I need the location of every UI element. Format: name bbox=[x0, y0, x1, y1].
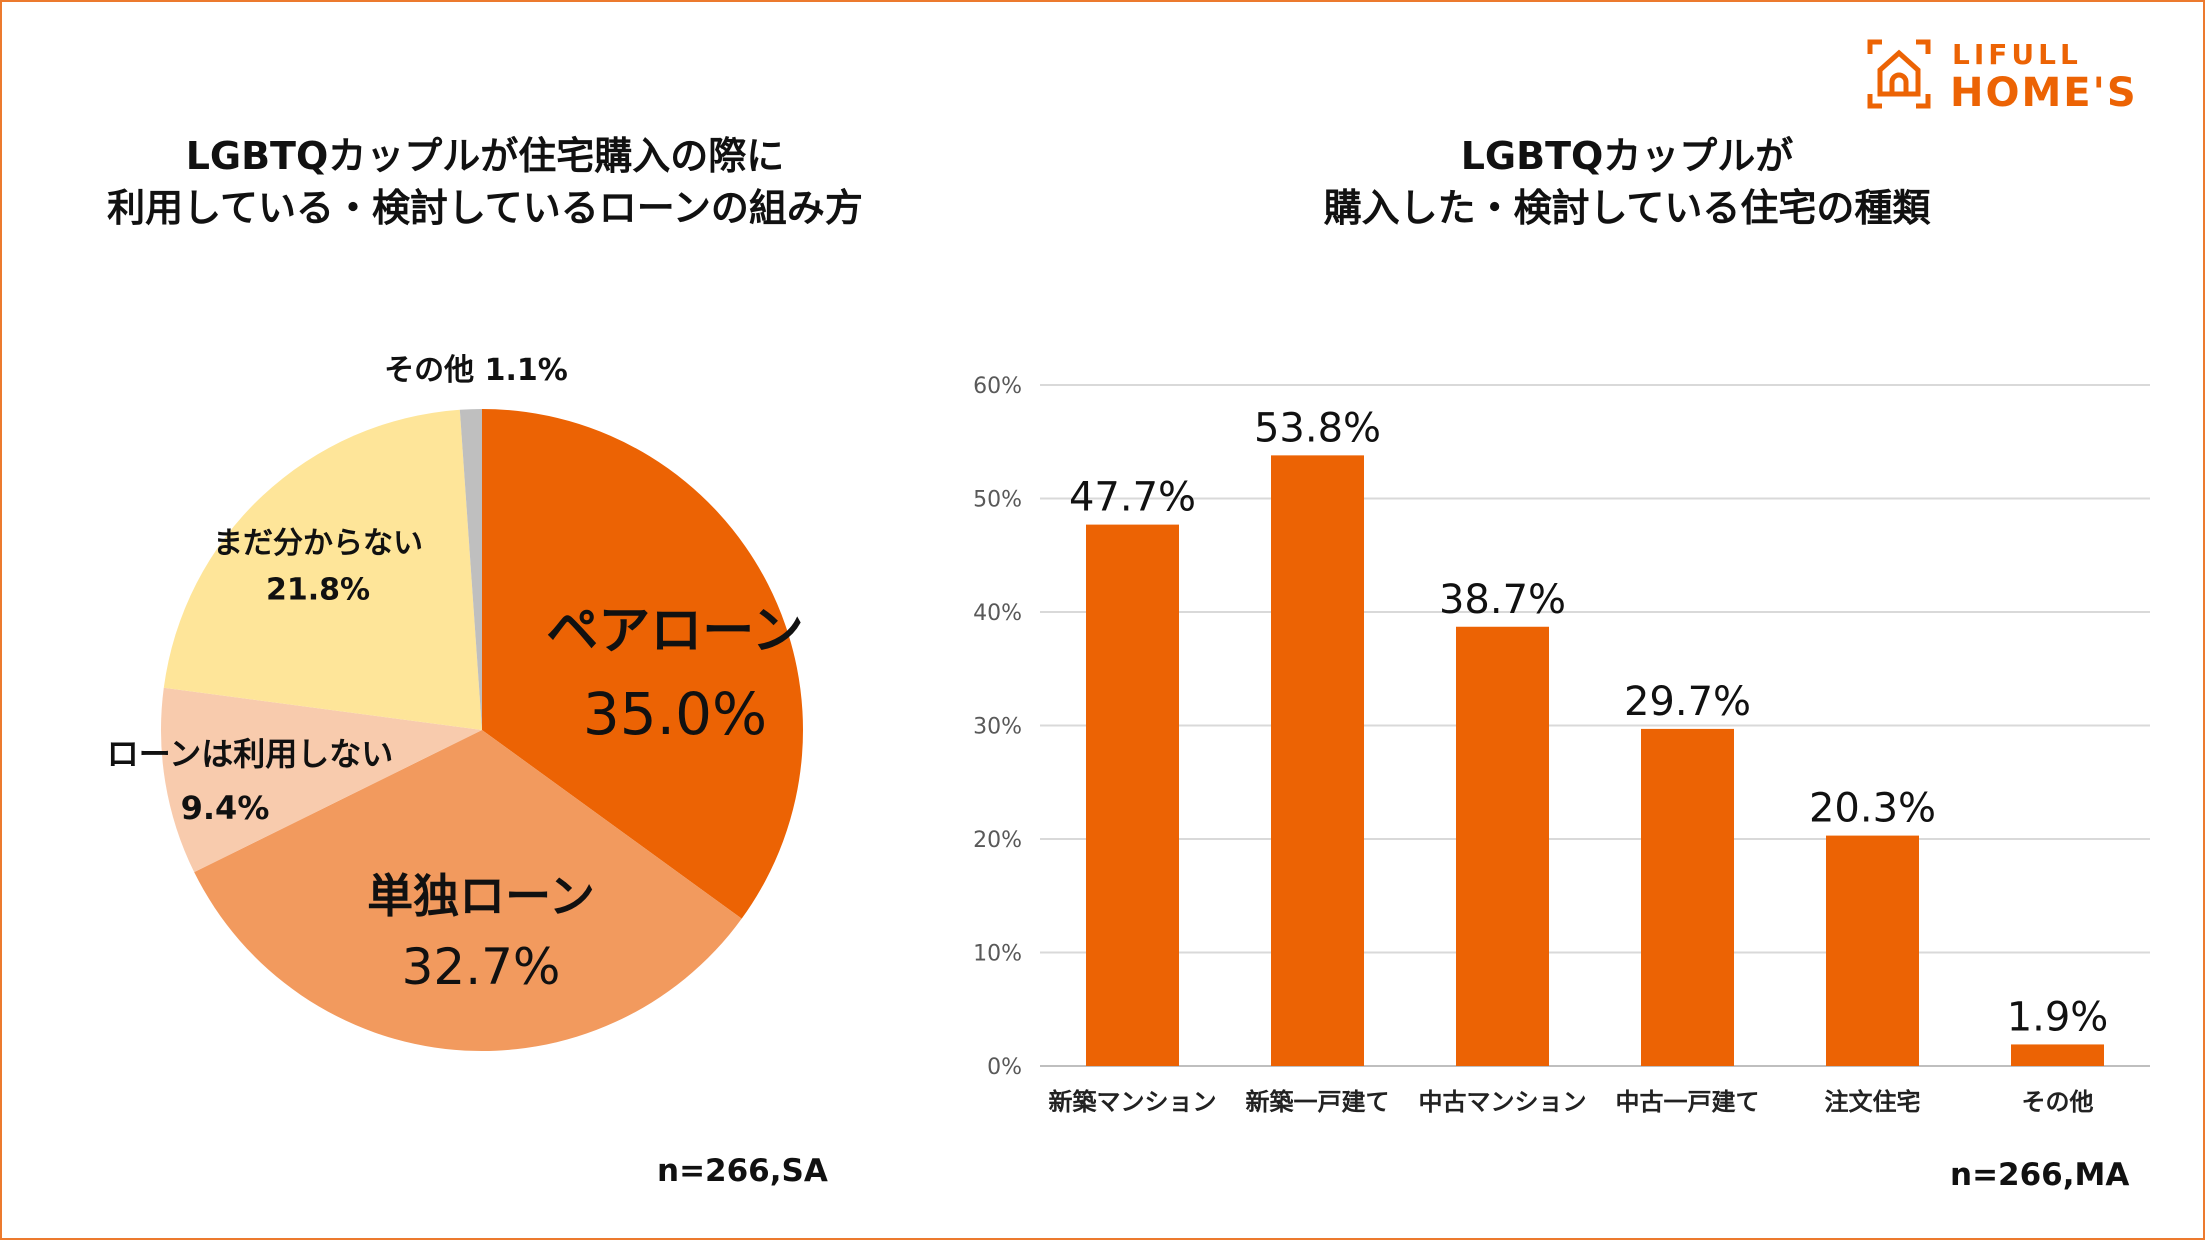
bar-title: LGBTQカップルが 購入した・検討している住宅の種類 bbox=[1127, 130, 2127, 234]
bar-title-line-2: 購入した・検討している住宅の種類 bbox=[1323, 186, 1931, 230]
bar bbox=[1271, 455, 1364, 1066]
y-tick-label: 60% bbox=[973, 374, 1022, 399]
pie-label-other: その他 1.1% bbox=[384, 345, 568, 389]
bar-value-label: 1.9% bbox=[2007, 994, 2109, 1040]
bar-value-label: 38.7% bbox=[1439, 577, 1566, 623]
bar-value-label: 53.8% bbox=[1254, 405, 1381, 451]
x-category-label: 中古一戸建て bbox=[1616, 1088, 1760, 1116]
pie-slice bbox=[459, 409, 482, 730]
y-tick-label: 50% bbox=[973, 488, 1022, 513]
y-tick-label: 0% bbox=[987, 1055, 1022, 1080]
bar-value-label: 47.7% bbox=[1069, 475, 1196, 521]
pie-slice bbox=[161, 687, 482, 873]
svg-text:LIFULL: LIFULL bbox=[1952, 38, 2082, 71]
pie-label-other-text: その他 bbox=[384, 353, 475, 388]
x-category-label: 中古マンション bbox=[1419, 1088, 1587, 1116]
pie-title: LGBTQカップルが住宅購入の際に 利用している・検討しているローンの組み方 bbox=[0, 130, 985, 234]
pie-value-single-loan: 32.7% bbox=[401, 938, 561, 996]
bar-sample-note: n=266,MA bbox=[1950, 1157, 2130, 1193]
y-tick-label: 20% bbox=[973, 828, 1022, 853]
pie-slice bbox=[163, 409, 482, 730]
pie-value-no-loan: 9.4% bbox=[180, 789, 270, 827]
pie-label-no-loan: ローンは利用しない bbox=[106, 735, 394, 773]
pie-value-undecided: 21.8% bbox=[265, 572, 371, 608]
bar bbox=[1641, 728, 1734, 1066]
y-tick-label: 30% bbox=[973, 715, 1022, 740]
pie-slice bbox=[482, 409, 803, 919]
x-category-label: 新築マンション bbox=[1049, 1088, 1217, 1116]
pie-value-pair-loan: 35.0% bbox=[582, 680, 768, 748]
x-category-label: 注文住宅 bbox=[1825, 1088, 1921, 1116]
pie-title-line-2: 利用している・検討しているローンの組み方 bbox=[107, 186, 863, 230]
bar-title-line-1: LGBTQカップルが bbox=[1460, 134, 1794, 178]
house-icon: LIFULL HOME'S bbox=[1867, 38, 2138, 116]
bar bbox=[1826, 835, 1919, 1066]
bar bbox=[1456, 626, 1549, 1066]
bar bbox=[1086, 524, 1179, 1066]
svg-text:HOME'S: HOME'S bbox=[1950, 70, 2138, 116]
bar bbox=[2011, 1044, 2104, 1066]
pie-sample-note: n=266,SA bbox=[657, 1153, 828, 1189]
pie-title-line-1: LGBTQカップルが住宅購入の際に bbox=[185, 134, 785, 178]
pie-slice bbox=[194, 730, 742, 1051]
y-tick-label: 40% bbox=[973, 601, 1022, 626]
pie-label-pair-loan: ペアローン bbox=[546, 601, 804, 662]
x-category-label: その他 bbox=[2022, 1088, 2094, 1116]
lifull-homes-logo: LIFULL HOME'S bbox=[1866, 38, 2166, 122]
pie-label-undecided: まだ分からない bbox=[213, 526, 423, 561]
pie-value-other: 1.1% bbox=[484, 353, 568, 388]
bar-value-label: 20.3% bbox=[1809, 786, 1936, 832]
x-category-label: 新築一戸建て bbox=[1246, 1088, 1390, 1116]
pie-label-single-loan: 単独ローン bbox=[367, 869, 595, 923]
y-tick-label: 10% bbox=[973, 942, 1022, 967]
bar-value-label: 29.7% bbox=[1624, 679, 1751, 725]
